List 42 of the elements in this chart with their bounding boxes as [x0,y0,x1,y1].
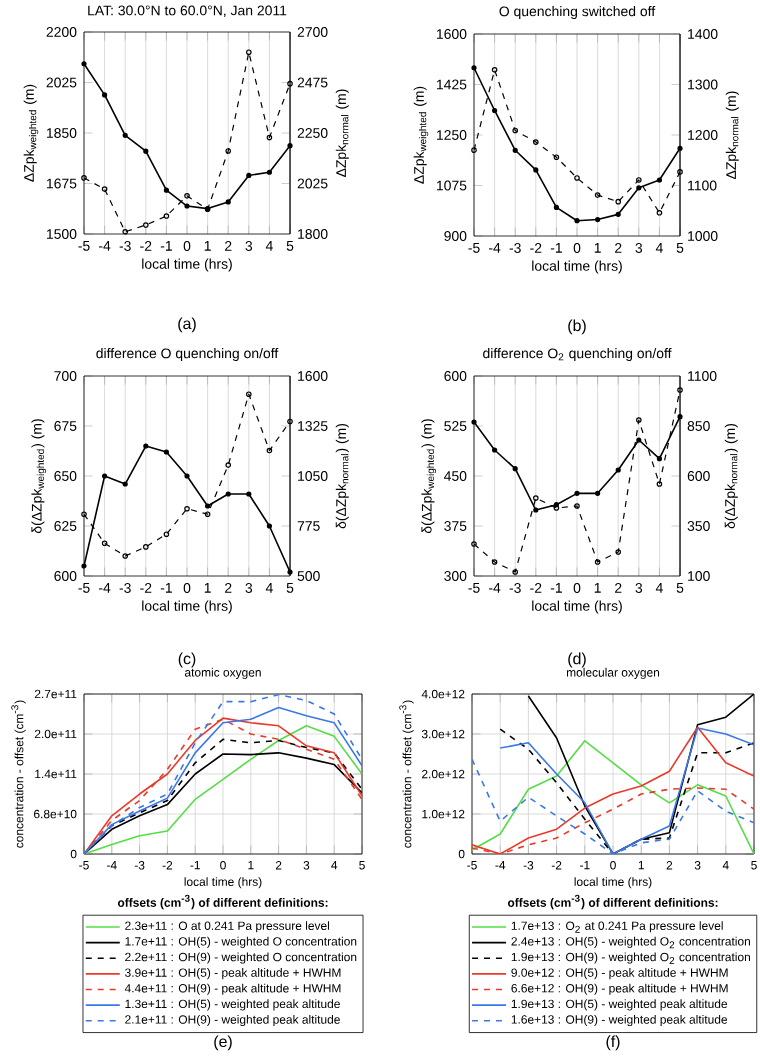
point [246,391,252,397]
point [636,417,642,423]
point [512,569,519,575]
point [225,462,232,468]
point [574,175,580,181]
point [574,503,580,509]
point [143,222,149,228]
point [266,134,273,141]
point [533,139,539,145]
point [677,387,683,393]
point [491,67,498,73]
point [656,481,663,487]
point [225,148,232,154]
point [266,447,273,454]
point [615,198,622,205]
point [81,175,87,181]
point [594,559,601,565]
point [163,531,170,537]
point [656,209,663,216]
point [287,418,293,425]
point [122,228,129,235]
point [512,127,519,134]
point [101,186,108,192]
point [491,559,498,565]
point [122,553,129,559]
point [677,169,683,175]
point [594,192,601,198]
point [471,147,477,153]
point [471,541,477,547]
point [533,495,539,501]
point [553,154,560,161]
point [101,540,108,547]
point [81,511,87,517]
point [163,213,170,219]
point [287,80,293,87]
point [184,505,190,512]
point [246,49,252,56]
point [636,177,642,183]
point [204,511,211,517]
point [143,544,149,550]
point [615,549,622,555]
point [184,193,190,199]
